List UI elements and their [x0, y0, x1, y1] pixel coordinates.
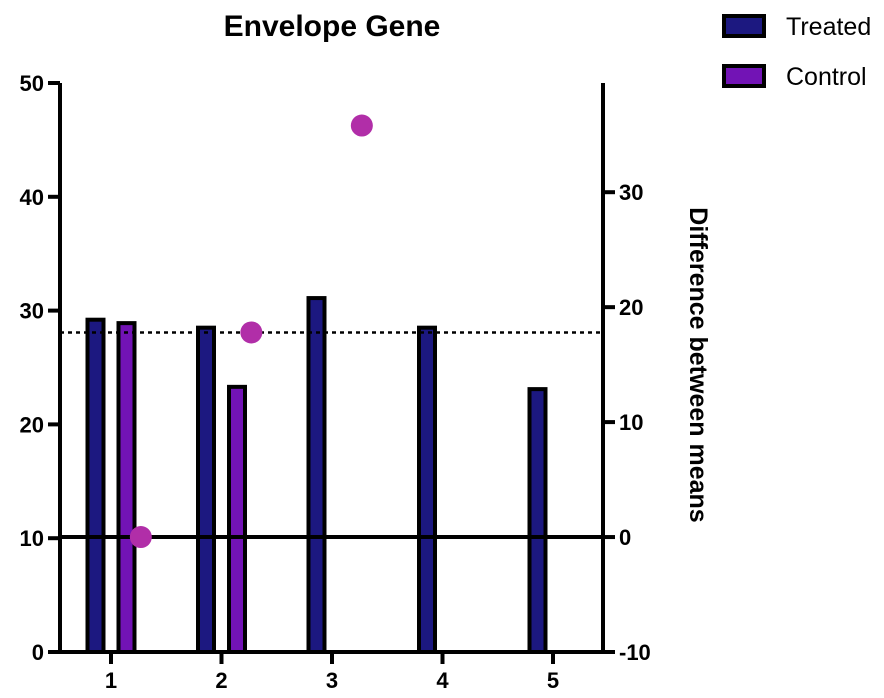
left-tick-label: 30: [20, 299, 44, 324]
difference-point-2: [240, 321, 263, 344]
x-tick-label: 5: [547, 668, 559, 693]
right-tick-label: 30: [619, 180, 643, 205]
legend: Treated Control: [722, 13, 871, 91]
x-tick-label: 2: [215, 668, 227, 693]
bar-treated-1: [85, 317, 106, 654]
x-tick-label: 3: [326, 668, 338, 693]
bar-control-2: [227, 384, 247, 654]
bar-treated-5: [527, 387, 548, 654]
chart-title: Envelope Gene: [224, 10, 441, 43]
left-tick-label: 0: [32, 640, 44, 665]
right-tick-label: -10: [619, 640, 651, 665]
right-tick-label: 0: [619, 525, 631, 550]
bar-treated-3: [306, 296, 327, 654]
legend-label-control: Control: [786, 63, 867, 91]
bar-control-1: [116, 321, 137, 654]
left-tick-label: 40: [20, 185, 44, 210]
difference-point-3: [350, 114, 373, 137]
left-tick-label: 20: [20, 412, 44, 437]
bar-treated-2: [196, 325, 216, 654]
left-tick-label: 50: [20, 71, 44, 96]
x-tick-label: 1: [105, 668, 117, 693]
plot-area: 0 10 20 30 40 50 -10 0 10 20 30 1 2 3 4 5: [20, 71, 651, 693]
bar-treated-4: [417, 325, 437, 654]
right-axis-label: Difference between means: [684, 207, 712, 522]
difference-point-1: [129, 526, 152, 549]
right-tick-label: 20: [619, 295, 643, 320]
legend-swatch-control: [722, 64, 766, 88]
right-tick-label: 10: [619, 410, 643, 435]
x-tick-label: 4: [436, 668, 449, 693]
legend-swatch-treated: [722, 14, 766, 38]
left-tick-label: 10: [20, 526, 44, 551]
legend-label-treated: Treated: [786, 13, 871, 41]
